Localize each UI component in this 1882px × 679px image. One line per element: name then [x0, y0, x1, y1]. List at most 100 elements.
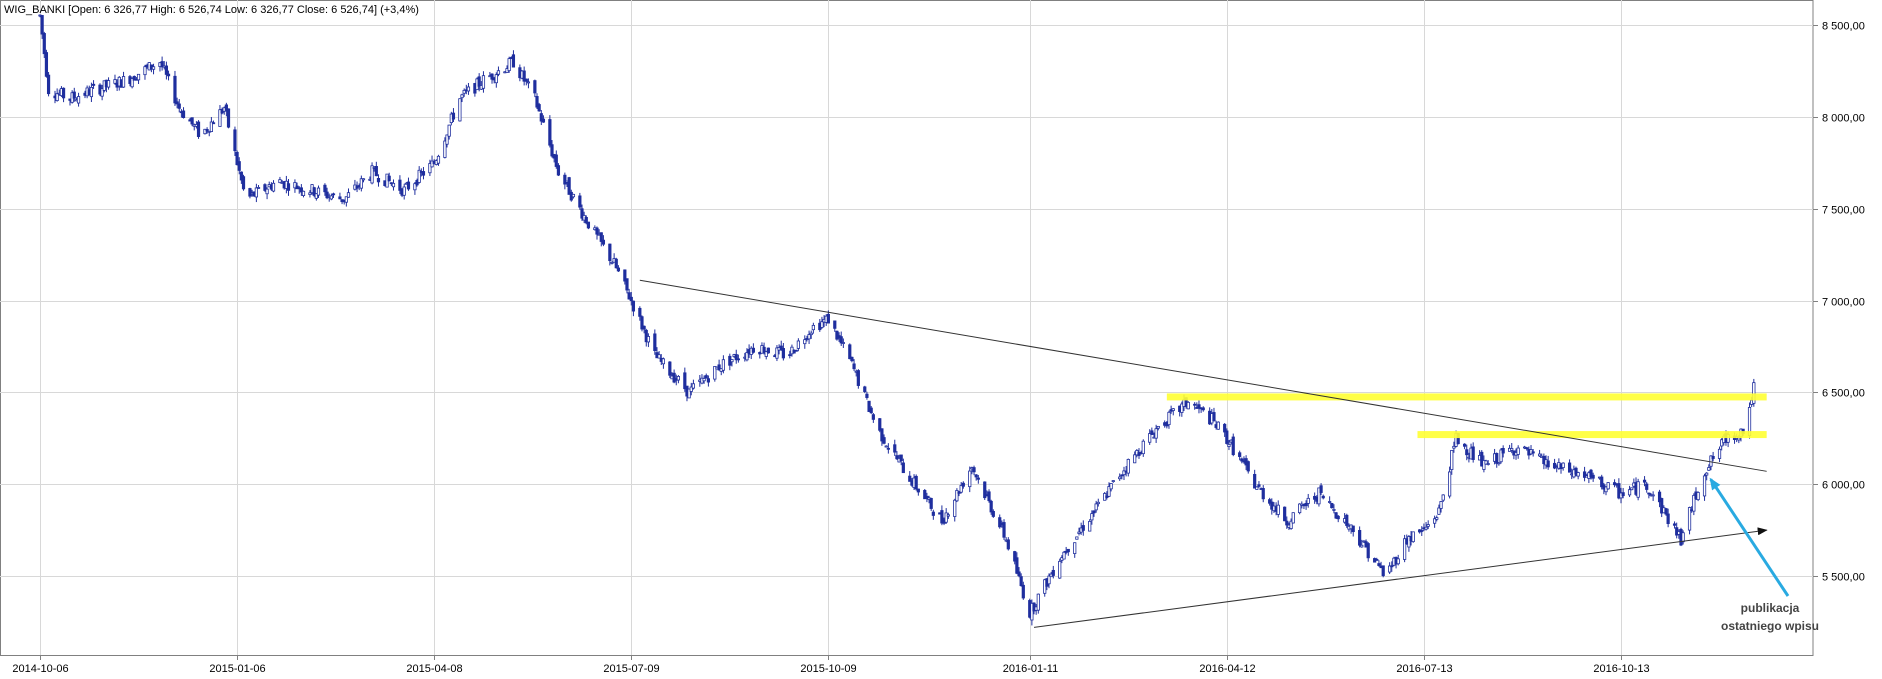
- candle: [1390, 565, 1394, 568]
- candle: [1002, 522, 1006, 538]
- candle: [462, 89, 466, 94]
- candle: [402, 186, 406, 196]
- candle: [1546, 460, 1550, 468]
- candle: [811, 324, 815, 331]
- candle: [788, 354, 792, 357]
- candle: [629, 296, 633, 302]
- candle: [1351, 525, 1355, 533]
- candle: [1122, 470, 1126, 476]
- candle: [944, 512, 948, 523]
- candle: [1424, 526, 1428, 530]
- candle: [1450, 449, 1454, 470]
- candle: [1328, 501, 1332, 503]
- candle: [556, 165, 561, 176]
- candle: [196, 121, 201, 137]
- candle: [1582, 471, 1587, 478]
- candle: [586, 221, 591, 229]
- x-tick-label: 2015-04-08: [406, 663, 462, 675]
- candle: [323, 184, 327, 193]
- candle: [1298, 503, 1302, 514]
- candle: [1426, 524, 1430, 527]
- candle: [989, 500, 993, 513]
- candle: [914, 475, 918, 490]
- candle: [1021, 584, 1025, 599]
- candle: [271, 182, 276, 192]
- candle: [706, 378, 710, 383]
- candle: [76, 96, 81, 104]
- candle: [1156, 425, 1160, 429]
- candle: [1381, 565, 1385, 577]
- candle: [826, 313, 830, 324]
- candle: [794, 349, 798, 352]
- candle: [1621, 492, 1625, 497]
- candle: [398, 179, 402, 191]
- x-tick-label: 2015-07-09: [603, 663, 659, 675]
- candle: [1150, 430, 1154, 435]
- candle: [526, 81, 531, 84]
- candle: [430, 160, 434, 168]
- candle: [1276, 504, 1280, 515]
- candle: [535, 96, 539, 108]
- candle: [991, 510, 995, 517]
- candle: [766, 347, 770, 354]
- candle: [190, 117, 194, 125]
- candle: [1437, 507, 1441, 515]
- candle: [72, 91, 76, 99]
- candle: [451, 112, 456, 120]
- candle: [1396, 558, 1400, 565]
- candle: [972, 467, 976, 473]
- candle: [796, 340, 800, 349]
- candle: [1304, 503, 1308, 507]
- candle: [299, 187, 303, 193]
- candle: [46, 74, 51, 95]
- candle: [1441, 494, 1445, 501]
- candle: [1167, 411, 1171, 426]
- candle: [113, 79, 117, 84]
- candle: [1081, 525, 1085, 531]
- candle: [931, 511, 935, 516]
- candle: [1330, 503, 1334, 509]
- candle: [1664, 508, 1668, 515]
- candle: [1627, 489, 1632, 496]
- candle: [256, 187, 261, 189]
- candle: [1672, 523, 1677, 526]
- candle: [1516, 447, 1520, 455]
- candle: [721, 359, 725, 371]
- candle: [447, 124, 451, 137]
- candle: [713, 366, 717, 380]
- candle: [1537, 453, 1542, 457]
- candle: [1589, 469, 1593, 477]
- candle: [657, 354, 661, 359]
- candle: [387, 175, 391, 182]
- candle: [1107, 486, 1111, 497]
- candle: [1118, 476, 1122, 480]
- candle: [1358, 530, 1362, 546]
- candle: [286, 183, 291, 191]
- candle: [640, 316, 644, 330]
- candle: [1484, 460, 1488, 465]
- candle: [1531, 451, 1535, 454]
- candle: [1752, 382, 1756, 404]
- candle: [308, 192, 312, 195]
- x-tick-label: 2015-10-09: [800, 663, 856, 675]
- candle: [235, 151, 239, 166]
- candle: [496, 70, 501, 75]
- candle: [209, 121, 213, 132]
- candle: [730, 359, 734, 363]
- candle: [946, 514, 950, 517]
- candle: [1321, 495, 1325, 499]
- candle: [1630, 487, 1634, 491]
- candle: [507, 58, 511, 72]
- candle: [1561, 462, 1565, 469]
- candle: [237, 161, 241, 171]
- candle: [44, 52, 49, 77]
- candle: [895, 455, 899, 460]
- candle: [987, 491, 991, 502]
- candle: [646, 336, 651, 343]
- candle: [301, 190, 306, 196]
- candle: [61, 87, 66, 99]
- candle: [460, 94, 464, 99]
- trendline: [1033, 527, 1768, 628]
- candle: [584, 217, 588, 224]
